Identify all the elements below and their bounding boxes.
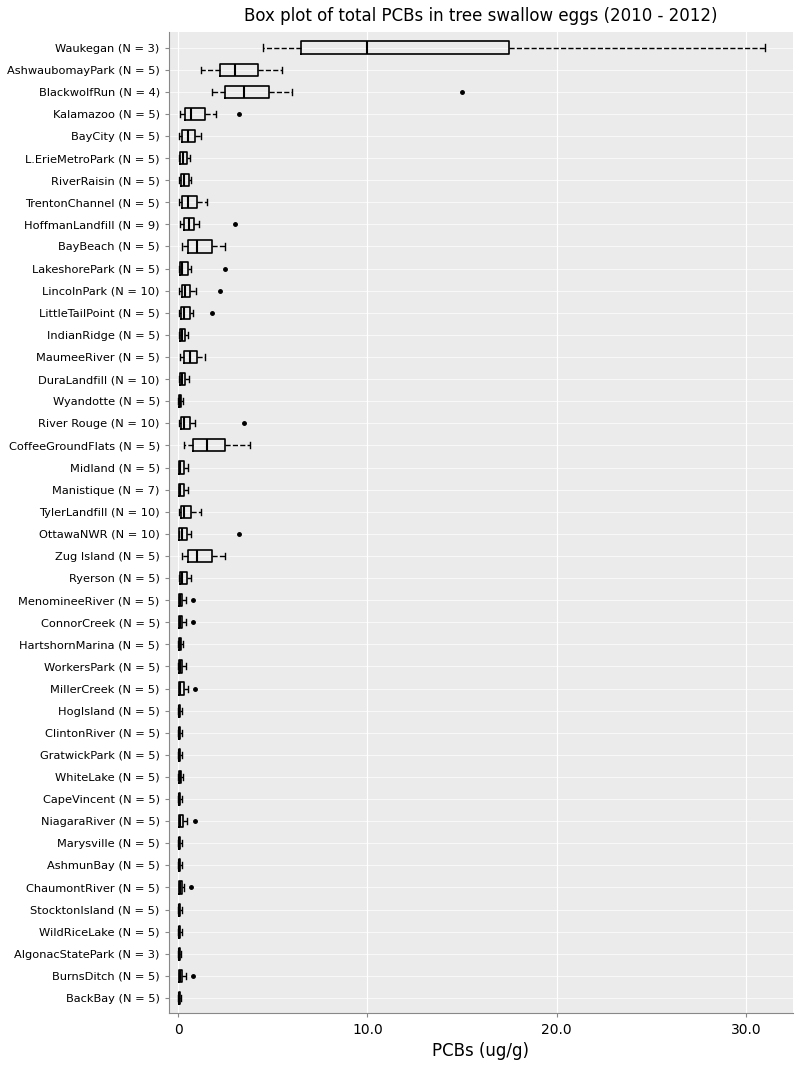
X-axis label: PCBs (ug/g): PCBs (ug/g)	[432, 1042, 530, 1060]
Title: Box plot of total PCBs in tree swallow eggs (2010 - 2012): Box plot of total PCBs in tree swallow e…	[244, 7, 718, 25]
